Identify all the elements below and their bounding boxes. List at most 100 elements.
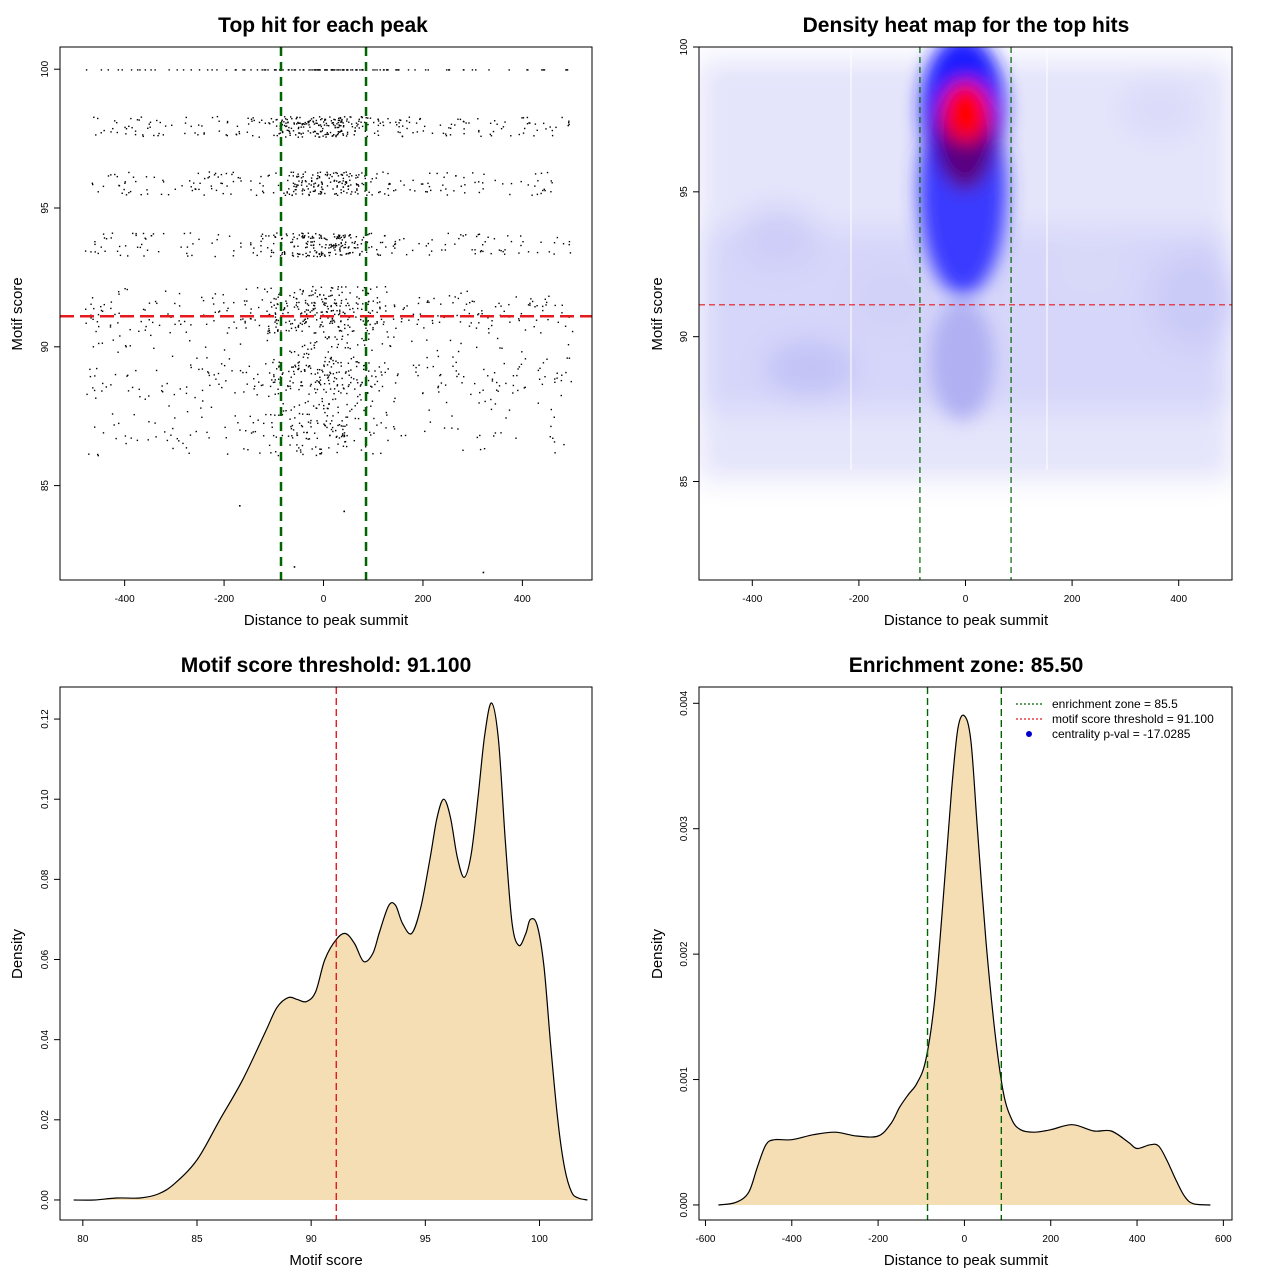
scatter-point (372, 300, 374, 302)
scatter-point (173, 393, 176, 396)
scatter-point (548, 295, 550, 297)
scatter-point (308, 393, 310, 395)
scatter-point (337, 121, 339, 124)
scatter-point (268, 313, 271, 316)
scatter-point (295, 186, 297, 188)
scatter-point (336, 385, 339, 387)
scatter-point (379, 191, 381, 193)
scatter-point (206, 431, 208, 434)
scatter-point (484, 241, 486, 243)
scatter-point (520, 235, 522, 237)
scatter-point (359, 253, 361, 255)
scatter-point (335, 192, 337, 195)
scatter-point (324, 374, 326, 376)
scatter-point (312, 121, 315, 123)
scatter-point (358, 297, 360, 300)
scatter-point (190, 324, 192, 326)
scatter-point (138, 388, 140, 391)
scatter-point (214, 311, 217, 314)
scatter-point (186, 410, 189, 413)
scatter-point (127, 374, 129, 377)
scatter-point (545, 128, 547, 130)
scatter-point (172, 427, 174, 430)
scatter-point (211, 242, 213, 244)
scatter-point (372, 453, 374, 455)
scatter-point (325, 122, 328, 125)
scatter-point (470, 393, 472, 396)
scatter-point (245, 327, 247, 329)
scatter-point (463, 128, 465, 130)
scatter-point (305, 321, 307, 323)
scatter-point (353, 134, 356, 136)
scatter-point (301, 180, 304, 182)
scatter-point (262, 237, 264, 240)
scatter-point (350, 381, 352, 384)
scatter-point (337, 126, 340, 129)
scatter-point (354, 405, 356, 407)
scatter-point (379, 301, 381, 303)
enrichment-plot-frame (698, 686, 1233, 1221)
scatter-point (350, 193, 352, 195)
scatter-point (412, 131, 414, 134)
scatter-point (339, 248, 341, 251)
scatter-point (361, 337, 363, 340)
scatter-point (349, 308, 351, 311)
scatter-point (356, 402, 358, 404)
scatter-point (304, 311, 306, 313)
x-tick-label: -400 (115, 594, 135, 605)
scatter-point (342, 126, 345, 128)
scatter-point (353, 246, 356, 249)
x-tick-label: -400 (782, 1234, 802, 1245)
scatter-point (226, 453, 229, 455)
scatter-point (285, 233, 288, 235)
enrichment-density-curve (718, 714, 1211, 1206)
scatter-point (336, 338, 338, 341)
scatter-point (194, 396, 196, 399)
scatter-point (326, 311, 329, 313)
scatter-point (246, 131, 249, 133)
scatter-point (339, 311, 341, 313)
scatter-point (330, 246, 332, 249)
scatter-point (331, 175, 333, 178)
scatter-point (305, 255, 308, 258)
scatter-point (319, 376, 321, 378)
scatter-point (164, 290, 167, 292)
scatter-point (275, 307, 277, 309)
scatter-point (225, 172, 228, 175)
scatter-point (244, 322, 246, 324)
scatter-point (350, 369, 352, 371)
scatter-point (218, 310, 221, 312)
scatter-point (308, 193, 310, 196)
scatter-point (335, 436, 338, 438)
scatter-point (92, 346, 95, 348)
scatter-point (378, 366, 381, 368)
scatter-point (389, 121, 391, 124)
scatter-point (300, 370, 302, 373)
scatter-point (307, 188, 309, 190)
scatter-point (342, 311, 344, 313)
scatter-point (243, 448, 245, 450)
scatter-point (300, 312, 303, 314)
scatter-point (252, 134, 254, 137)
scatter-point (387, 336, 389, 338)
scatter-point (250, 118, 253, 121)
scatter-point (333, 313, 336, 316)
scatter-point (564, 325, 567, 327)
scatter-point (304, 235, 306, 237)
scatter-point (534, 123, 537, 125)
scatter-point (151, 321, 154, 324)
scatter-point (318, 136, 320, 138)
scatter-point (553, 253, 555, 255)
scatter-point (313, 255, 315, 257)
scatter-point (529, 302, 531, 305)
scatter-point (369, 431, 371, 434)
scatter-point (496, 337, 499, 340)
scatter-point (426, 301, 428, 303)
scatter-point (568, 120, 570, 122)
scatter-point (298, 132, 300, 134)
scatter-point (318, 193, 320, 195)
scatter-point (97, 117, 99, 120)
scatter-point (156, 119, 158, 122)
scatter-point (260, 384, 263, 387)
scatter-point (302, 453, 304, 456)
